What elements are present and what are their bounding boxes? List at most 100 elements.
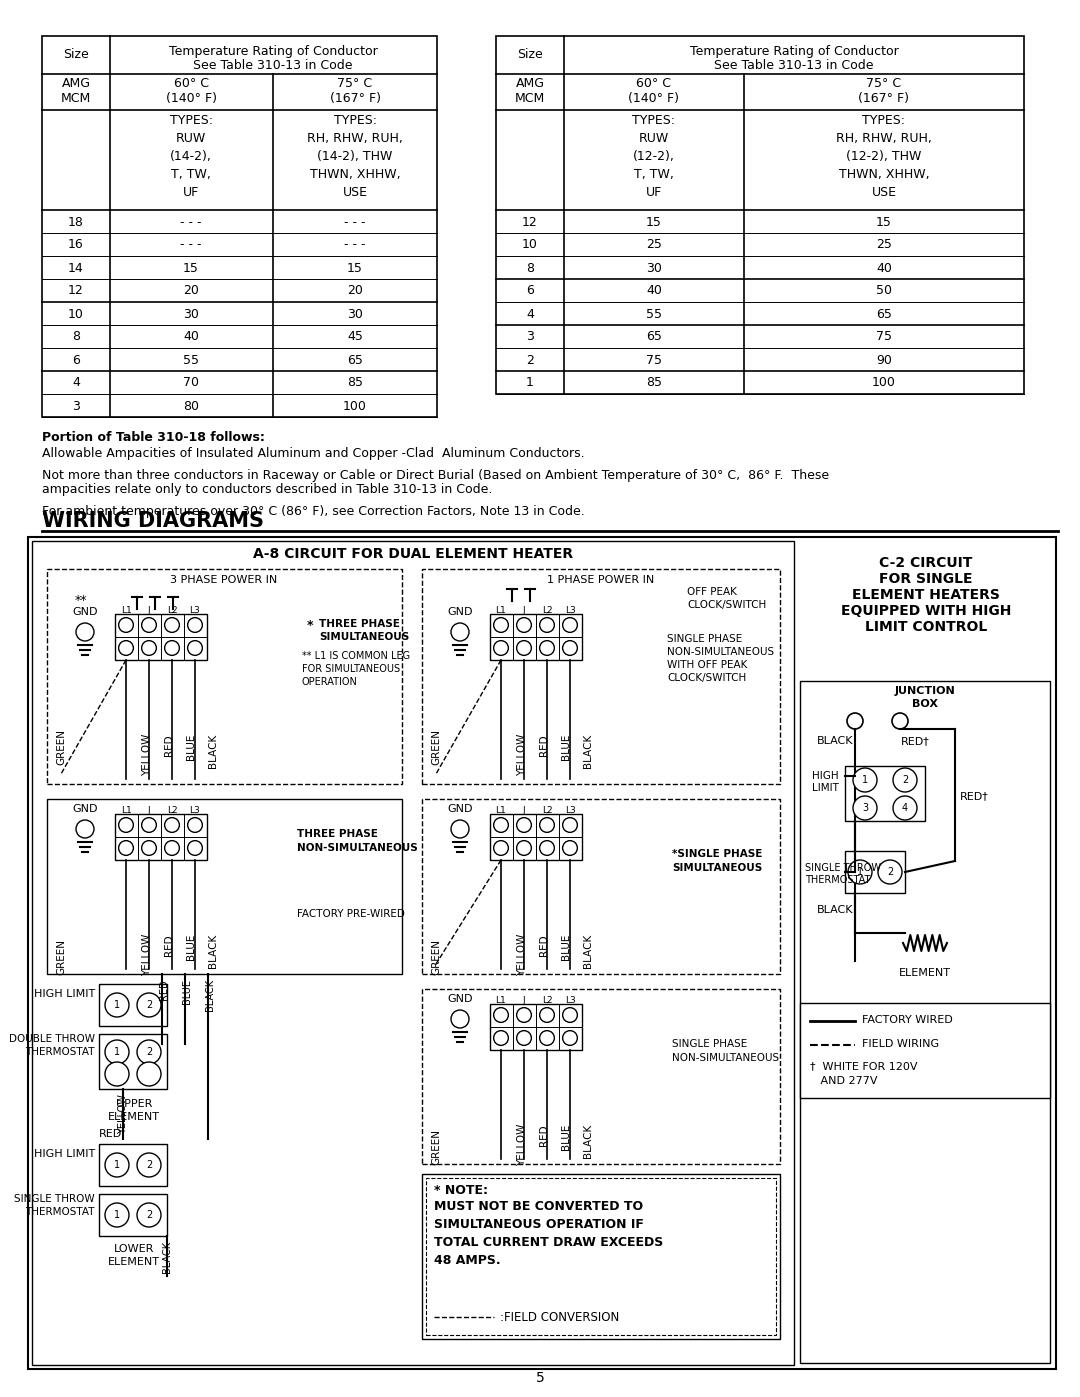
Circle shape	[188, 817, 202, 833]
Text: MCM: MCM	[60, 92, 91, 105]
Text: TOTAL CURRENT DRAW EXCEEDS: TOTAL CURRENT DRAW EXCEEDS	[434, 1236, 663, 1249]
Text: (14-2), THW: (14-2), THW	[318, 149, 393, 163]
Text: LIMIT CONTROL: LIMIT CONTROL	[865, 620, 987, 634]
Bar	[426, 1178, 777, 1336]
Text: Temperature Rating of Conductor: Temperature Rating of Conductor	[168, 45, 377, 59]
Bar	[496, 36, 1024, 394]
Text: 20: 20	[347, 285, 363, 298]
Bar	[48, 569, 402, 784]
Text: HIGH
LIMIT: HIGH LIMIT	[812, 771, 839, 792]
Text: NON-SIMULTANEOUS: NON-SIMULTANEOUS	[667, 647, 774, 657]
Circle shape	[451, 1010, 469, 1028]
Text: Size: Size	[517, 49, 543, 61]
Text: FOR SIMULTANEOUS: FOR SIMULTANEOUS	[302, 664, 400, 673]
Text: RUW: RUW	[176, 131, 206, 145]
Circle shape	[516, 1007, 531, 1023]
Text: A-8 CIRCUIT FOR DUAL ELEMENT HEATER: A-8 CIRCUIT FOR DUAL ELEMENT HEATER	[253, 548, 573, 562]
Circle shape	[494, 1007, 509, 1023]
Bar	[48, 799, 402, 974]
Text: TYPES:: TYPES:	[863, 115, 905, 127]
Text: GREEN: GREEN	[431, 729, 441, 766]
Text: 15: 15	[184, 261, 199, 274]
Text: YELLOW: YELLOW	[141, 935, 152, 977]
Circle shape	[141, 817, 157, 833]
Text: 55: 55	[646, 307, 662, 320]
Text: NON-SIMULTANEOUS: NON-SIMULTANEOUS	[672, 1053, 779, 1063]
Circle shape	[494, 817, 509, 833]
Text: L1: L1	[121, 606, 132, 615]
Text: Portion of Table 310-18 follows:: Portion of Table 310-18 follows:	[42, 432, 265, 444]
Text: AMG: AMG	[515, 77, 544, 89]
Text: GREEN: GREEN	[56, 729, 66, 766]
Text: L2: L2	[166, 806, 177, 814]
Text: THWN, XHHW,: THWN, XHHW,	[310, 168, 401, 182]
Text: (140° F): (140° F)	[629, 92, 679, 105]
Text: 60° C: 60° C	[174, 77, 208, 89]
Text: 15: 15	[646, 215, 662, 229]
Text: RED†: RED†	[960, 791, 989, 800]
Text: - - -: - - -	[345, 239, 366, 251]
Circle shape	[516, 617, 531, 633]
Text: CLOCK/SWITCH: CLOCK/SWITCH	[667, 673, 746, 683]
Text: †  WHITE FOR 120V: † WHITE FOR 120V	[810, 1060, 918, 1071]
Text: Not more than three conductors in Raceway or Cable or Direct Burial (Based on Am: Not more than three conductors in Racewa…	[42, 469, 829, 482]
Text: 25: 25	[646, 239, 662, 251]
Text: Temperature Rating of Conductor: Temperature Rating of Conductor	[690, 45, 899, 59]
Text: BLACK: BLACK	[583, 935, 593, 968]
Text: 14: 14	[68, 261, 84, 274]
Circle shape	[164, 617, 179, 633]
Text: 75: 75	[876, 331, 892, 344]
Text: HIGH LIMIT: HIGH LIMIT	[33, 1148, 95, 1160]
Text: 25: 25	[876, 239, 892, 251]
Text: GND: GND	[72, 805, 98, 814]
Circle shape	[164, 817, 179, 833]
Text: 2: 2	[526, 353, 534, 366]
Circle shape	[516, 817, 531, 833]
Text: 2: 2	[902, 775, 908, 785]
Bar	[114, 814, 207, 861]
Bar	[99, 983, 167, 1025]
Circle shape	[494, 1031, 509, 1045]
Text: L1: L1	[121, 806, 132, 814]
Text: 2: 2	[146, 1210, 152, 1220]
Text: 1 PHASE POWER IN: 1 PHASE POWER IN	[548, 576, 654, 585]
Text: 5: 5	[536, 1370, 544, 1384]
Text: AMG: AMG	[62, 77, 91, 89]
Text: SINGLE PHASE: SINGLE PHASE	[667, 634, 742, 644]
Text: 12: 12	[522, 215, 538, 229]
Text: (167° F): (167° F)	[329, 92, 380, 105]
Text: * NOTE:: * NOTE:	[434, 1185, 488, 1197]
Text: TYPES:: TYPES:	[334, 115, 377, 127]
Text: THERMOSTAT: THERMOSTAT	[26, 1207, 95, 1217]
Bar	[32, 541, 794, 1365]
Text: THERMOSTAT: THERMOSTAT	[26, 1046, 95, 1058]
Text: 75: 75	[646, 353, 662, 366]
Text: 16: 16	[68, 239, 84, 251]
Text: RED†: RED†	[901, 736, 930, 746]
Circle shape	[540, 841, 554, 855]
Text: GND: GND	[72, 608, 98, 617]
Circle shape	[137, 1039, 161, 1065]
Text: THREE PHASE: THREE PHASE	[319, 619, 400, 629]
Bar	[422, 989, 780, 1164]
Bar	[28, 536, 1056, 1369]
Text: 1: 1	[113, 1210, 120, 1220]
Text: YELLOW: YELLOW	[141, 733, 152, 777]
Bar	[99, 1144, 167, 1186]
Text: C-2 CIRCUIT: C-2 CIRCUIT	[879, 556, 973, 570]
Text: GND: GND	[447, 995, 473, 1004]
Text: 3: 3	[72, 400, 80, 412]
Text: OPERATION: OPERATION	[302, 678, 357, 687]
Circle shape	[563, 817, 578, 833]
Text: WITH OFF PEAK: WITH OFF PEAK	[667, 659, 747, 671]
Circle shape	[563, 841, 578, 855]
Text: (12-2), THW: (12-2), THW	[847, 149, 921, 163]
Text: ** L1 IS COMMON LEG: ** L1 IS COMMON LEG	[302, 651, 410, 661]
Text: BLUE: BLUE	[561, 1125, 571, 1150]
Circle shape	[451, 820, 469, 838]
Text: 4: 4	[526, 307, 534, 320]
Circle shape	[540, 817, 554, 833]
Text: 1: 1	[113, 1046, 120, 1058]
Bar	[800, 680, 1050, 1363]
Circle shape	[853, 796, 877, 820]
